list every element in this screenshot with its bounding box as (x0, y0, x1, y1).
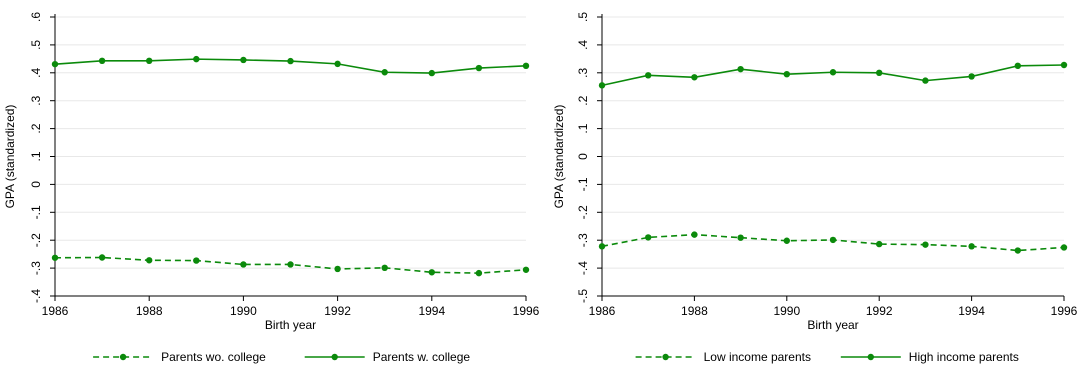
legend-label-2: Parents w. college (373, 350, 471, 364)
data-point (876, 240, 883, 248)
y-tick-label: -.5 (576, 289, 590, 303)
x-tick-label: 1990 (230, 304, 257, 318)
data-point (737, 234, 744, 241)
y-tick-label: .1 (576, 123, 590, 133)
x-tick-label: 1996 (513, 304, 540, 318)
y-tick-label: .5 (29, 40, 43, 50)
y-tick-label: .2 (29, 123, 43, 133)
data-point (381, 69, 388, 76)
legend-label-1: Low income parents (704, 350, 811, 364)
y-tick-label: -.3 (29, 261, 43, 275)
y-axis-title: GPA (standardized) (3, 105, 17, 209)
y-tick-label: .5 (576, 12, 590, 22)
x-tick-label: 1988 (681, 304, 708, 318)
y-tick-label: .2 (576, 95, 590, 105)
data-point (783, 237, 790, 244)
data-point (1060, 61, 1068, 69)
y-tick-label: -.4 (576, 261, 590, 275)
x-tick-label: 1994 (958, 304, 985, 318)
data-point (428, 69, 435, 77)
data-point (968, 243, 975, 250)
data-point (98, 254, 106, 261)
data-point (522, 266, 530, 273)
data-point (968, 73, 975, 80)
y-axis-title: GPA (standardized) (552, 105, 566, 209)
data-point (381, 264, 388, 272)
data-point (691, 74, 698, 81)
legend-marker (867, 353, 874, 361)
data-point (922, 77, 929, 84)
data-point (98, 57, 106, 65)
data-point (240, 261, 247, 268)
y-tick-label: .4 (29, 67, 43, 77)
data-point (522, 62, 530, 70)
data-point (146, 257, 153, 264)
data-point (193, 55, 200, 63)
data-point (287, 261, 294, 268)
y-tick-label: .3 (29, 95, 43, 105)
legend-marker (662, 353, 669, 361)
y-tick-label: .6 (29, 12, 43, 22)
data-point (287, 57, 294, 65)
data-point (645, 234, 652, 241)
y-tick-label: -.1 (29, 205, 43, 219)
chart-panel-2: -.5 -.4 -.3 -.2 -.1 0 .1 .2 .3 .4 .5 1986 1988 1990 19… (552, 12, 1078, 364)
data-point (737, 65, 744, 73)
data-point (645, 72, 652, 79)
x-axis-title: Birth year (807, 318, 858, 332)
x-tick-label: 1988 (136, 304, 163, 318)
data-point (783, 70, 790, 78)
data-point (829, 236, 837, 244)
data-point (598, 243, 606, 250)
legend-marker (119, 353, 127, 361)
data-point (1014, 247, 1021, 254)
y-tick-label: .4 (576, 40, 590, 50)
x-tick-label: 1996 (1051, 304, 1078, 318)
data-point (1060, 244, 1068, 251)
data-point (829, 69, 837, 76)
data-point (922, 241, 929, 248)
x-tick-label: 1990 (773, 304, 800, 318)
data-point (51, 60, 59, 68)
legend-label-1: Parents wo. college (161, 350, 266, 364)
x-axis-title: Birth year (265, 318, 316, 332)
y-tick-label: -.3 (576, 233, 590, 247)
data-point (1014, 62, 1021, 70)
data-point (240, 56, 247, 64)
x-tick-label: 1992 (324, 304, 351, 318)
data-point (334, 60, 341, 68)
y-tick-label: 0 (29, 181, 43, 188)
x-tick-label: 1992 (866, 304, 893, 318)
y-tick-label: -.1 (576, 177, 590, 191)
data-point (475, 64, 483, 72)
y-tick-label: -.4 (29, 289, 43, 303)
data-point (428, 269, 435, 276)
y-tick-label: 0 (576, 153, 590, 160)
legend-label-2: High income parents (909, 350, 1019, 364)
data-point (876, 69, 883, 77)
x-tick-label: 1994 (418, 304, 445, 318)
legend-marker (331, 353, 338, 361)
y-tick-label: .1 (29, 151, 43, 161)
legend: Low income parents High income parents (635, 350, 1019, 364)
data-point (51, 254, 59, 261)
y-tick-label: -.2 (576, 205, 590, 219)
y-tick-label: .3 (576, 67, 590, 77)
data-point (598, 82, 606, 89)
data-point (334, 265, 341, 273)
x-tick-label: 1986 (42, 304, 69, 318)
legend: Parents wo. college Parents w. college (93, 350, 470, 364)
x-tick-label: 1986 (589, 304, 616, 318)
data-point (193, 257, 200, 264)
data-point (691, 231, 698, 238)
chart-panel-1: -.4 -.3 -.2 -.1 0 .1 .2 .3 .4 .5 .6 1986 1988 1990 199… (3, 12, 540, 364)
data-point (475, 269, 483, 277)
data-point (146, 57, 153, 65)
y-tick-label: -.2 (29, 233, 43, 247)
